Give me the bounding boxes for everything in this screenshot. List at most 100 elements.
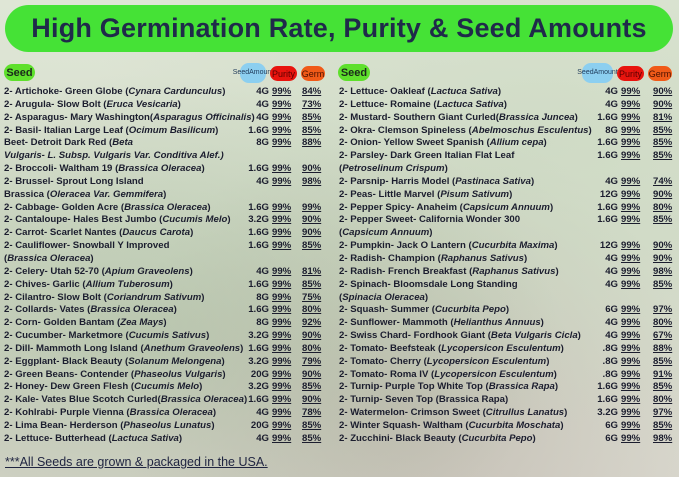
purity-value: 99% (621, 432, 641, 444)
seed-name: ) (588, 124, 592, 136)
seed-amount: 1.6G (248, 342, 269, 354)
purity-value: 99% (272, 265, 292, 277)
seed-amount: 8G (256, 291, 269, 303)
latin-name: Petroselinum Crispum (342, 163, 445, 175)
latin-name: Lycopersicon Esculentum (426, 355, 547, 367)
seed-name: 2- Honey- Dew Green Flesh ( (4, 381, 135, 393)
purity-value: 99% (272, 227, 292, 239)
seed-amount-header: Seed Amount (577, 63, 618, 83)
latin-name: Allium Tuberosum (85, 278, 170, 290)
seed-row: 2- Zucchini- Black Beauty (Cucurbita Pep… (339, 433, 675, 446)
seed-name: 2- Okra- Clemson Spineless ( (339, 124, 472, 136)
seed-amount: 12G (599, 240, 618, 252)
seed-row: 2- Corn- Golden Bantam (Zea Mays) 8G 99% 92… (4, 317, 329, 330)
purity-value: 99% (621, 201, 641, 213)
germination-value: 92% (302, 317, 322, 329)
seed-name: ( (339, 291, 343, 303)
germination-value: 97% (653, 304, 673, 316)
seed-row: 2- Parsley- Dark Green Italian Flat Leaf… (339, 150, 675, 163)
latin-name: Apium Graveolens (104, 265, 190, 277)
seed-row: 2- Cucumber- Marketmore (Cucumis Sativus… (4, 330, 329, 343)
purity-value: 99% (621, 342, 641, 354)
purity-value: 99% (272, 407, 292, 419)
seed-row-continuation: (Petroselinum Crispum) (339, 163, 675, 176)
purity-value: 99% (621, 368, 641, 380)
purity-value: 99% (621, 86, 641, 97)
seed-name: 2- Corn- Golden Bantam ( (4, 317, 121, 329)
seed-row: Beet- Detroit Dark Red (Beta 8G 99% 88% (4, 137, 329, 150)
germination-value: 90% (653, 240, 673, 252)
seed-name: 2- Asparagus- Mary Washington( (4, 111, 154, 123)
seed-name: ) (201, 163, 205, 175)
seed-name: 2- Radish- Champion ( (339, 252, 441, 264)
purity-value: 99% (272, 291, 292, 303)
germination-value: 78% (302, 407, 322, 419)
latin-name: Abelmoschus Esculentus (471, 124, 589, 136)
seed-row: 2- Winter Squash- Waltham (Cucurbita Mos… (339, 420, 675, 433)
seed-name: 2- Pepper Sweet- California Wonder 300 (339, 214, 521, 226)
seed-name: ) (90, 252, 94, 264)
germination-value: 90% (653, 86, 673, 97)
purity-value: 99% (272, 368, 292, 380)
germination-value: 90% (653, 98, 673, 110)
seed-list-right: 2- Lettuce- Oakleaf (Lactuca Sativa) 4G 99… (339, 86, 675, 446)
seed-row-continuation: (Spinacia Oleracea) (339, 292, 675, 305)
purity-value: 99% (621, 419, 641, 431)
seed-name: 2- Tomato- Cherry ( (339, 355, 427, 367)
seed-name: 2- Broccoli- Waltham 19 ( (4, 163, 119, 175)
purity-value: 99% (272, 342, 292, 354)
seed-row: 2- Squash- Summer (Cucurbita Pepo) 6G 99% 9… (339, 304, 675, 317)
seed-name: 2- Cabbage- Golden Acre ( (4, 201, 125, 213)
germination-value: 81% (653, 111, 673, 123)
germination-value: 85% (653, 124, 673, 136)
seed-name: ) (553, 368, 557, 380)
seed-name: ) (530, 175, 535, 187)
seed-name: 2- Kohlrabi- Purple Vienna ( (4, 407, 130, 419)
seed-name: 2- Lima Bean- Herderson ( (4, 419, 124, 431)
seed-name: ) (190, 227, 194, 239)
seed-name: ) (532, 432, 536, 444)
germination-value: 98% (302, 175, 322, 187)
seed-name: ) (564, 407, 568, 419)
seed-row: 2- Swiss Chard- Fordhook Giant (Beta Vul… (339, 330, 675, 343)
purity-value: 99% (621, 394, 641, 406)
purity-value: 99% (272, 214, 292, 226)
seed-name: ) (560, 419, 564, 431)
seed-row: 2- Dill- Mammoth Long Island (Anethum Gr… (4, 343, 329, 356)
seed-row: 2- Lettuce- Oakleaf (Lactuca Sativa) 4G 99… (339, 86, 675, 99)
seed-row: 2- Pepper Sweet- California Wonder 300 1.… (339, 214, 675, 227)
latin-name: Cucurbita Pepo (461, 432, 533, 444)
seed-amount: 1.6G (597, 381, 618, 393)
seed-name: ) (577, 330, 581, 342)
seed-row-continuation: (Capsicum Annuum) (339, 227, 675, 240)
seed-name: 2- Green Beans- Contender ( (4, 368, 135, 380)
germination-value: 88% (653, 342, 673, 354)
seed-row: 2- Cauliflower- Snowball Y Improved 1.6G 9… (4, 240, 329, 253)
purity-value: 99% (621, 265, 641, 277)
germination-value: 84% (302, 86, 322, 97)
latin-name: Lactuca Sativa (430, 86, 498, 97)
amount-header-line1: Seed (232, 69, 250, 76)
latin-name: Beta (112, 137, 134, 149)
seed-name: ) (243, 394, 248, 406)
purity-value: 99% (621, 111, 641, 123)
seed-row: 2- Honey- Dew Green Flesh (Cucumis Melo)… (4, 381, 329, 394)
seed-name: 2- Lettuce- Butterhead ( (4, 432, 112, 444)
purity-value: 99% (621, 98, 641, 110)
germination-value: 75% (302, 291, 322, 303)
seed-name: ( (4, 252, 8, 264)
seed-name: 2- Radish- French Breakfast ( (339, 265, 473, 277)
seed-row: 2- Carrot- Scarlet Nantes (Daucus Carota… (4, 227, 329, 240)
germination-value: 90% (302, 214, 322, 226)
seed-name: 2- Lettuce- Romaine ( (339, 98, 437, 110)
seed-amount: 1.6G (597, 201, 618, 213)
seed-name: 2- Pepper Spicy- Anaheim ( (339, 201, 463, 213)
seed-name: ) (221, 355, 225, 367)
seed-amount: 8G (605, 124, 618, 136)
germination-value: 85% (653, 214, 673, 226)
purity-header: Purity (270, 66, 297, 81)
seed-amount: 1.6G (248, 227, 269, 239)
seed-name: 2- Mustard- Southern Giant Curled( (339, 111, 499, 123)
seed-name: ) (574, 111, 578, 123)
seed-name: ) (177, 98, 181, 110)
